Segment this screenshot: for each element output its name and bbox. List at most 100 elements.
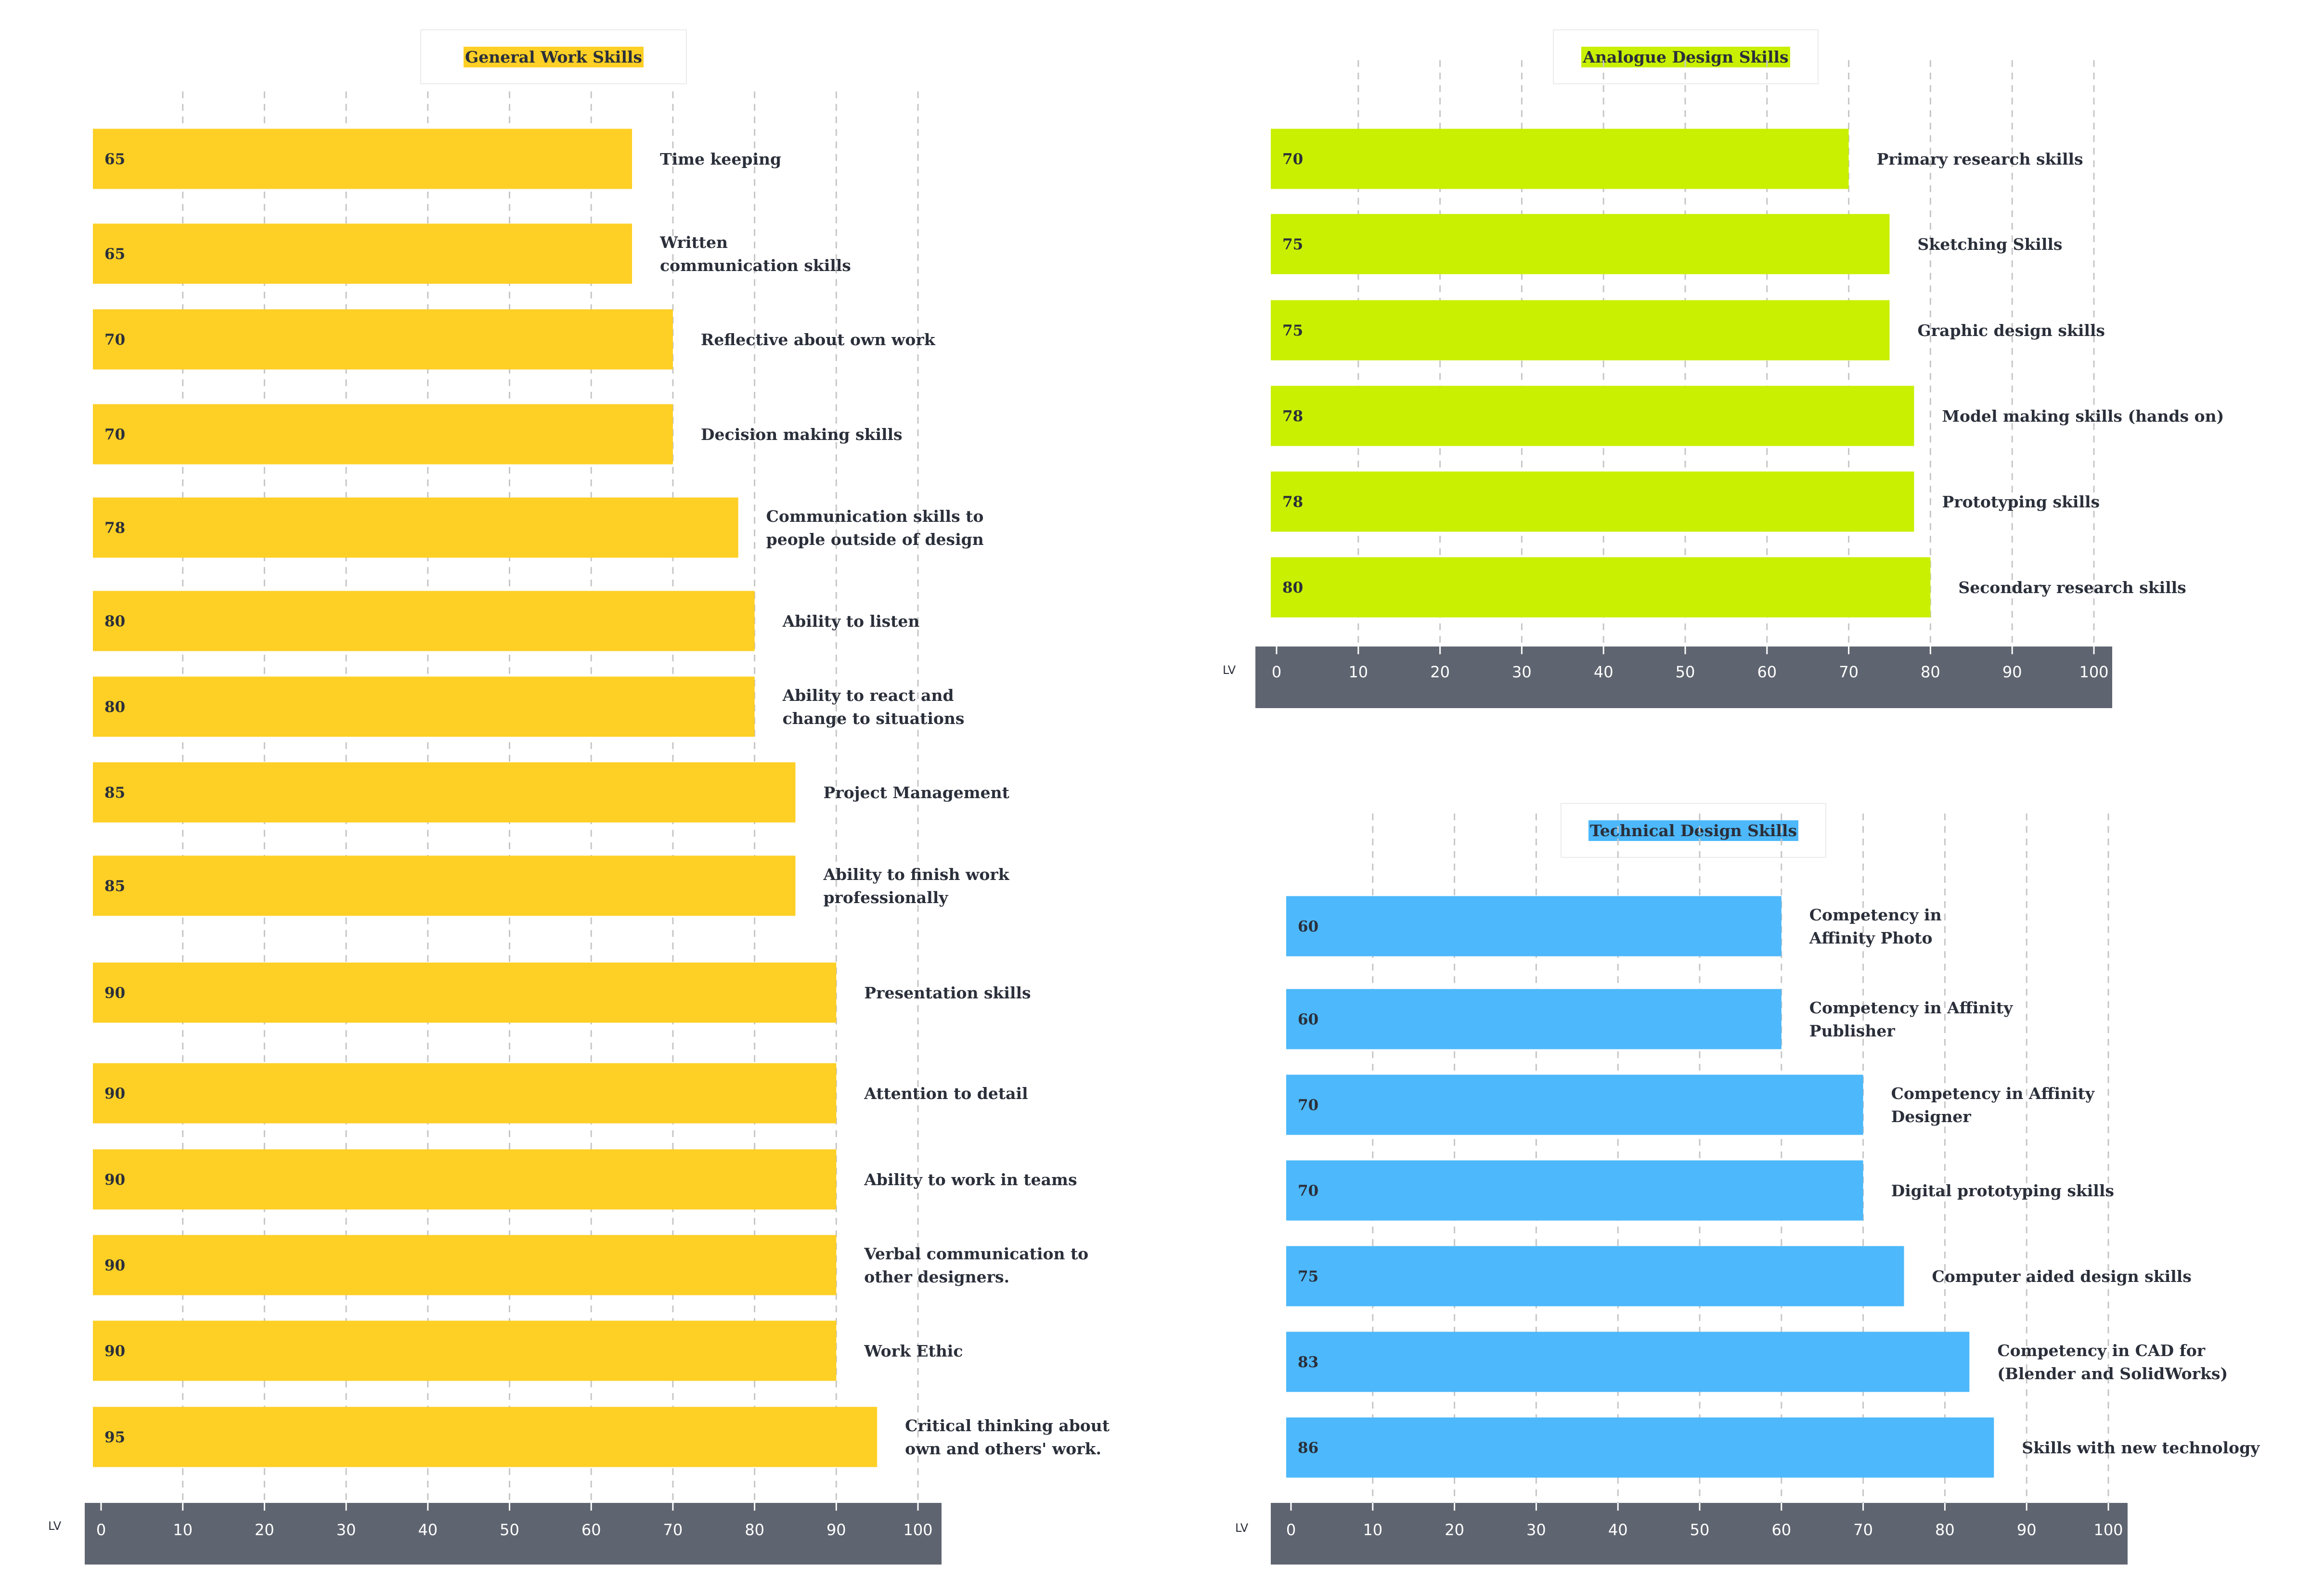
bar-category-label-line: Ability to react and: [782, 686, 954, 705]
chart-title: General Work Skills: [464, 46, 644, 67]
tick-label: 70: [1853, 1521, 1873, 1539]
tick-label: 50: [500, 1521, 519, 1539]
bar-value-label: 75: [1298, 1268, 1318, 1285]
tick-label: 50: [1690, 1521, 1710, 1539]
bar-category-label-line: Publisher: [1809, 1022, 1896, 1040]
bar-value-label: 70: [1298, 1182, 1318, 1200]
tick-label: 40: [1608, 1521, 1628, 1539]
bar: [1286, 989, 1782, 1049]
bar-value-label: 70: [104, 331, 125, 349]
tick-label: 60: [581, 1521, 601, 1539]
tick-label: 90: [2002, 663, 2022, 681]
bar: [1271, 300, 1890, 361]
bar: [93, 223, 633, 284]
bar-category-label: Project Management: [823, 783, 1009, 802]
bar-category-label-line: Time keeping: [660, 150, 781, 168]
axis-label: LV: [1235, 1521, 1249, 1535]
tick-label: 50: [1676, 663, 1695, 681]
tick-label: 100: [903, 1521, 932, 1539]
bar-category-label: Ability to listen: [782, 612, 920, 631]
bar-value-label: 85: [104, 878, 125, 895]
bar: [1286, 896, 1782, 957]
tick-label: 20: [255, 1521, 274, 1539]
bar-category-label-line: Computer aided design skills: [1932, 1267, 2192, 1286]
bar: [1286, 1332, 1970, 1392]
bar-category-label: Computer aided design skills: [1932, 1267, 2192, 1286]
bar-category-label-line: Digital prototyping skills: [1891, 1181, 2114, 1200]
bar-category-label-line: Decision making skills: [701, 425, 903, 444]
bar: [93, 591, 755, 651]
chart-general-work-skills: General Work Skills 0 10 20 30 40 50 60 70 80 90 1…: [0, 0, 1155, 1578]
bar-category-label-line: Primary research skills: [1877, 150, 2083, 168]
bar-category-label: Competency in Affinity Photo: [1809, 905, 1942, 947]
bar: [93, 129, 633, 189]
tick-label: 60: [1771, 1521, 1791, 1539]
bar-value-label: 75: [1282, 322, 1303, 339]
bar-value-label: 90: [104, 1343, 125, 1360]
bar-category-label: Decision making skills: [701, 425, 903, 444]
tick-label: 30: [336, 1521, 356, 1539]
bar-value-label: 80: [104, 698, 125, 716]
bar-category-label: Competency in Affinity Designer: [1891, 1084, 2095, 1126]
bar-category-label-line: Graphic design skills: [1918, 321, 2105, 340]
tick-label: 90: [2017, 1521, 2037, 1539]
bar-value-label: 70: [104, 426, 125, 443]
bar-category-label-line: Reflective about own work: [701, 330, 936, 349]
bar-value-label: 90: [104, 984, 125, 1002]
bar-value-label: 80: [1282, 579, 1303, 596]
bar-category-label-line: Prototyping skills: [1942, 492, 2100, 511]
bar-value-label: 75: [1282, 236, 1303, 253]
bar: [1286, 1417, 1994, 1478]
axis-label: LV: [48, 1519, 62, 1533]
bar-value-label: 90: [104, 1171, 125, 1189]
axis-band: [85, 1503, 942, 1565]
bar-category-label: Presentation skills: [864, 983, 1031, 1002]
bar-chart-svg: 0 10 20 30 40 50 60 70 80 90 100 LV 65 Time keeping 65…: [48, 91, 1110, 1565]
bar: [93, 404, 673, 465]
bar-category-label-line: Verbal communication to: [864, 1244, 1088, 1263]
tick-label: 100: [2093, 1521, 2123, 1539]
bar-category-label-line: professionally: [823, 888, 948, 907]
bar: [1271, 386, 1914, 446]
bar: [93, 309, 673, 370]
tick-label: 100: [2079, 663, 2108, 681]
bar-category-label-line: Competency in Affinity: [1891, 1084, 2095, 1103]
bar-value-label: 60: [1298, 918, 1318, 935]
bar-category-label-line: Competency in CAD for: [1997, 1341, 2205, 1360]
bar: [93, 676, 755, 737]
bar: [93, 855, 796, 916]
bar-category-label-line: people outside of design: [766, 530, 984, 549]
bar-value-label: 90: [104, 1257, 125, 1274]
bar-category-label-line: Ability to work in teams: [864, 1170, 1077, 1189]
bar-category-label: Time keeping: [660, 150, 781, 168]
chart-title: Technical Design Skills: [1588, 820, 1799, 841]
bar-category-label: Model making skills (hands on): [1942, 407, 2224, 426]
bar-category-label: Competency in CAD for (Blender and SolidW…: [1997, 1341, 2228, 1383]
bar-category-label: Work Ethic: [864, 1342, 963, 1360]
bar: [1286, 1074, 1863, 1135]
bar-category-label-line: Model making skills (hands on): [1942, 407, 2224, 426]
bar-value-label: 70: [1298, 1097, 1318, 1114]
bar-category-label-line: Sketching Skills: [1918, 235, 2063, 254]
bar: [93, 962, 837, 1023]
bar-value-label: 80: [104, 613, 125, 630]
axis-label: LV: [1223, 663, 1236, 677]
bar: [93, 1063, 837, 1124]
bar-category-label: Reflective about own work: [701, 330, 936, 349]
bar-value-label: 83: [1298, 1354, 1318, 1371]
tick-label: 0: [96, 1521, 106, 1539]
bar-category-label-line: change to situations: [783, 709, 965, 728]
bar: [1271, 471, 1914, 532]
tick-label: 10: [1348, 663, 1368, 681]
bar: [1286, 1246, 1904, 1306]
bar-value-label: 86: [1298, 1439, 1318, 1457]
tick-label: 80: [1921, 663, 1940, 681]
bar-category-label-line: (Blender and SolidWorks): [1997, 1364, 2228, 1383]
bar-value-label: 78: [104, 519, 125, 537]
bar: [1271, 214, 1890, 274]
bar-category-label-line: Communication skills to: [766, 507, 984, 526]
tick-label: 40: [418, 1521, 438, 1539]
bar-category-label-line: Secondary research skills: [1958, 578, 2186, 597]
bar-value-label: 85: [104, 784, 125, 802]
